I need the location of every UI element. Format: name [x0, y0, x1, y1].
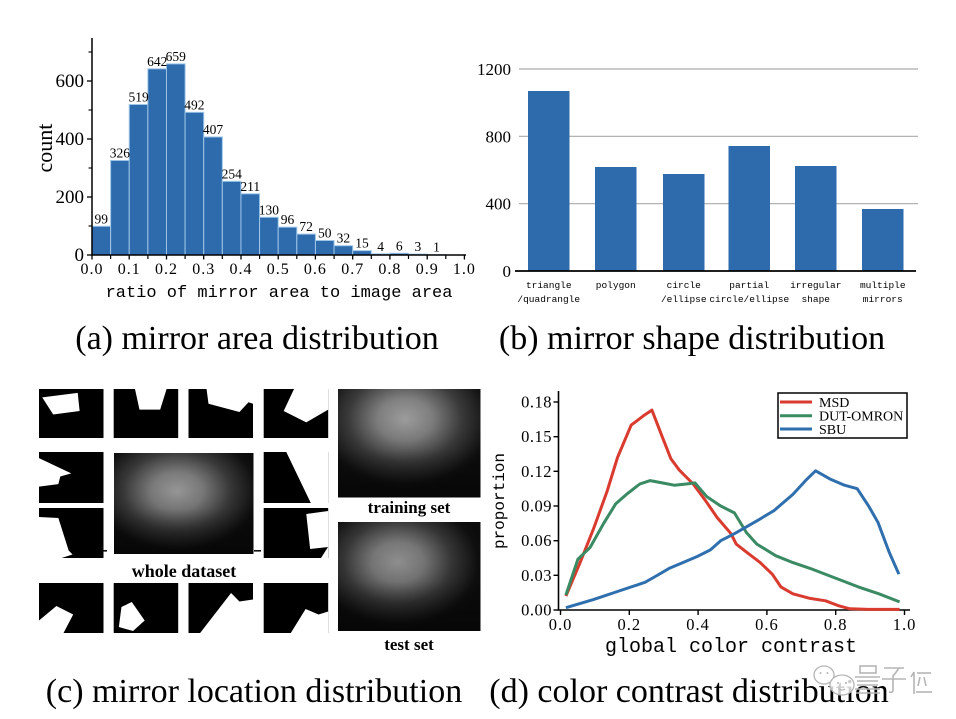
svg-text:/quadrangle: /quadrangle — [517, 294, 580, 305]
svg-text:6: 6 — [396, 238, 403, 253]
svg-text:shape: shape — [801, 294, 830, 305]
svg-text:1.0: 1.0 — [453, 261, 476, 278]
svg-text:0.12: 0.12 — [521, 462, 552, 481]
svg-text:800: 800 — [486, 127, 512, 146]
svg-text:DUT-OMRON: DUT-OMRON — [819, 410, 903, 425]
svg-text:count: count — [32, 124, 57, 173]
svg-text:0.9: 0.9 — [416, 261, 439, 278]
svg-text:(b) mirror shape distribution: (b) mirror shape distribution — [499, 320, 885, 357]
svg-text:130: 130 — [259, 202, 280, 217]
svg-text:0.4: 0.4 — [230, 261, 253, 278]
svg-text:whole dataset: whole dataset — [132, 561, 237, 581]
svg-text:0.5: 0.5 — [267, 261, 290, 278]
svg-text:0.1: 0.1 — [118, 261, 141, 278]
svg-text:72: 72 — [299, 219, 313, 234]
svg-text:0.4: 0.4 — [686, 615, 710, 634]
svg-text:0.09: 0.09 — [521, 497, 552, 516]
svg-text:99: 99 — [95, 211, 109, 226]
svg-text:proportion: proportion — [491, 453, 509, 549]
svg-text:50: 50 — [318, 226, 332, 241]
svg-text:0.8: 0.8 — [824, 615, 848, 634]
svg-text:400: 400 — [486, 195, 512, 214]
svg-text:3: 3 — [415, 239, 422, 254]
svg-text:SBU: SBU — [819, 423, 846, 438]
svg-text:0.03: 0.03 — [521, 566, 552, 585]
svg-text:0.6: 0.6 — [304, 261, 327, 278]
svg-text:1.0: 1.0 — [893, 615, 917, 634]
svg-text:0.6: 0.6 — [755, 615, 779, 634]
svg-text:326: 326 — [110, 146, 131, 161]
svg-text:0.2: 0.2 — [617, 615, 641, 634]
svg-text:0.06: 0.06 — [521, 531, 552, 550]
svg-text:partial: partial — [729, 280, 769, 291]
svg-text:400: 400 — [56, 129, 85, 150]
svg-text:32: 32 — [337, 231, 351, 246]
svg-text:triangle: triangle — [526, 280, 572, 291]
svg-text:MSD: MSD — [819, 396, 849, 411]
svg-text:0.0: 0.0 — [81, 261, 104, 278]
svg-text:1: 1 — [433, 240, 440, 255]
svg-text:polygon: polygon — [596, 280, 636, 291]
svg-text:254: 254 — [222, 166, 243, 181]
svg-text:0.7: 0.7 — [341, 261, 364, 278]
svg-text:519: 519 — [128, 90, 149, 105]
svg-text:irregular: irregular — [790, 280, 841, 291]
svg-text:0.3: 0.3 — [192, 261, 215, 278]
svg-text:0.00: 0.00 — [521, 601, 552, 620]
svg-text:0.2: 0.2 — [155, 261, 178, 278]
svg-text:test set: test set — [384, 635, 434, 654]
svg-text:0.8: 0.8 — [378, 261, 401, 278]
svg-text:ratio of mirror area to image: ratio of mirror area to image area — [106, 284, 453, 303]
svg-text:659: 659 — [166, 49, 187, 64]
svg-text:211: 211 — [240, 179, 260, 194]
svg-text:407: 407 — [203, 122, 224, 137]
svg-text:642: 642 — [147, 54, 167, 69]
svg-text:circle/ellipse: circle/ellipse — [709, 294, 789, 305]
svg-text:(c) mirror location distributi: (c) mirror location distribution — [46, 673, 462, 710]
svg-text:492: 492 — [184, 97, 204, 112]
svg-text:/ellipse: /ellipse — [661, 294, 707, 305]
svg-text:0.15: 0.15 — [521, 427, 552, 446]
svg-text:mirrors: mirrors — [863, 294, 903, 305]
svg-text:0.0: 0.0 — [549, 615, 573, 634]
svg-text:4: 4 — [377, 239, 384, 254]
svg-text:0.18: 0.18 — [521, 393, 552, 412]
svg-text:96: 96 — [281, 212, 295, 227]
svg-text:(a) mirror area distribution: (a) mirror area distribution — [75, 320, 438, 357]
svg-text:1200: 1200 — [477, 60, 511, 79]
svg-text:global color contrast: global color contrast — [605, 636, 857, 659]
svg-text:circle: circle — [667, 280, 702, 291]
svg-text:0: 0 — [75, 245, 85, 266]
svg-text:multiple: multiple — [860, 280, 906, 291]
svg-text:0: 0 — [503, 262, 512, 281]
svg-text:600: 600 — [56, 71, 85, 92]
svg-text:15: 15 — [355, 236, 369, 251]
svg-text:200: 200 — [56, 187, 85, 208]
svg-text:training set: training set — [368, 498, 451, 517]
